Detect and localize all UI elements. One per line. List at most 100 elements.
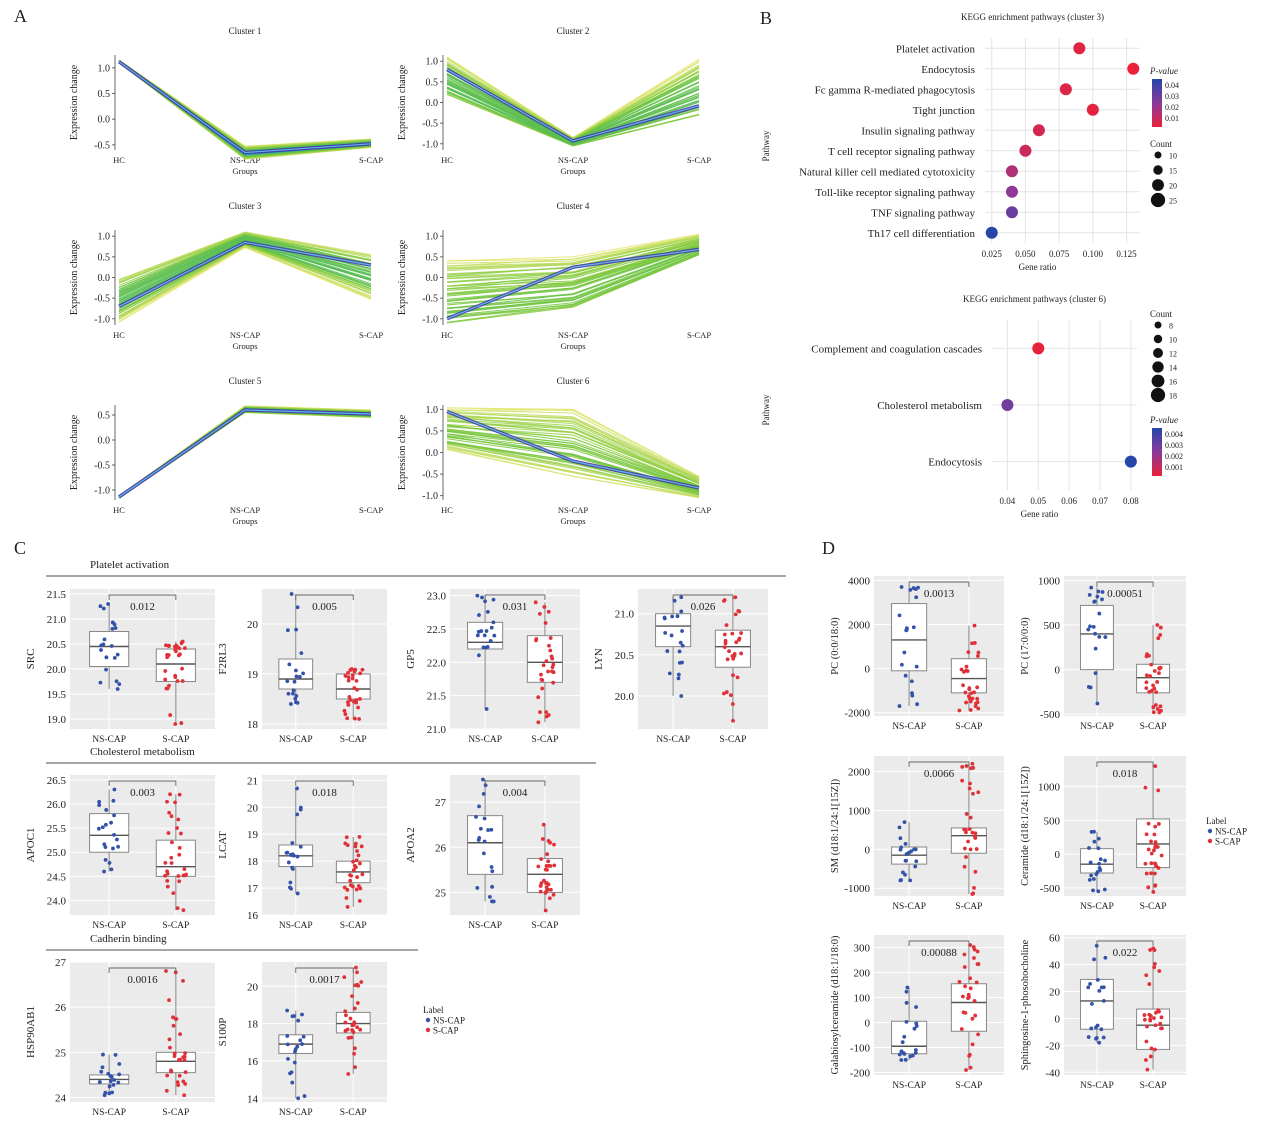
box-plot: 25 26 27 NS-CAP S-CAP 0.004 APOA2 <box>405 775 580 931</box>
data-point <box>289 886 293 891</box>
data-point <box>724 690 729 694</box>
data-point <box>543 908 548 913</box>
data-point <box>912 1026 917 1031</box>
data-point <box>964 812 969 816</box>
significance-bracket <box>908 940 970 946</box>
count-legend: Count 10 15 20 25 <box>1150 139 1177 208</box>
data-point <box>1086 1035 1091 1039</box>
data-point <box>481 777 485 782</box>
data-point <box>676 676 681 681</box>
data-point <box>182 1093 187 1098</box>
data-point <box>294 627 299 632</box>
y-tick-label: 24.5 <box>47 871 67 883</box>
data-point <box>347 695 352 699</box>
box-plot: -500 0 500 1000 NS-CAP S-CAP 0.018 Ceramide (d1… <box>1020 756 1186 912</box>
data-point <box>177 879 182 884</box>
y-tick-label: 22.0 <box>427 657 447 669</box>
data-point <box>182 867 187 872</box>
data-point <box>1149 1046 1154 1051</box>
cluster-line <box>446 244 700 297</box>
data-point <box>1151 710 1156 715</box>
cluster-line <box>446 250 700 313</box>
box <box>891 1020 928 1055</box>
x-tick-label: NS-CAP <box>558 505 589 515</box>
data-point <box>534 638 538 643</box>
y-tick-label: -0.5 <box>94 294 110 305</box>
data-point <box>173 644 177 649</box>
data-point <box>959 667 964 672</box>
cluster-line <box>118 408 372 498</box>
data-point <box>540 837 545 841</box>
data-point <box>973 834 977 839</box>
pathway-label: Cholesterol metabolism <box>877 400 982 412</box>
data-point <box>911 625 916 630</box>
data-point <box>1149 861 1154 866</box>
y-tick-label: 19 <box>247 669 259 681</box>
data-point <box>1144 680 1149 685</box>
y-tick-label: 21.0 <box>427 724 447 736</box>
data-point <box>169 814 174 819</box>
box <box>1079 978 1114 1030</box>
box <box>891 603 928 672</box>
data-point <box>970 1016 975 1021</box>
data-point <box>359 844 364 849</box>
cluster-line <box>118 410 372 499</box>
data-point <box>1152 965 1157 970</box>
box-plot: 14 16 18 20 NS-CAP S-CAP 0.0017 S100P <box>217 962 387 1118</box>
data-point <box>1148 1014 1153 1018</box>
data-point <box>966 650 971 654</box>
cluster-line <box>118 406 372 497</box>
data-point <box>1158 1021 1163 1026</box>
pvalue-legend-title: P-value <box>1149 415 1178 425</box>
count-legend-dot <box>1151 374 1165 388</box>
pathway-dot <box>1005 185 1018 198</box>
data-point <box>291 1014 296 1018</box>
data-point <box>477 653 481 658</box>
data-point <box>912 847 916 852</box>
data-point <box>1159 853 1164 858</box>
data-point <box>538 710 542 714</box>
data-point <box>550 656 555 661</box>
data-point <box>350 673 355 678</box>
cluster-line <box>118 405 372 497</box>
data-point <box>967 1052 972 1057</box>
data-point <box>354 887 359 892</box>
data-point <box>1144 1039 1149 1044</box>
data-point <box>181 1079 186 1084</box>
box-plot: 24 25 26 27 NS-CAP S-CAP 0.0016 HSP90AB1 <box>25 957 215 1118</box>
data-point <box>113 626 118 630</box>
x-axis-label: Groups <box>232 166 257 176</box>
x-axis-label: Groups <box>232 341 257 351</box>
data-point <box>968 699 973 704</box>
data-point <box>731 718 735 723</box>
data-point <box>348 698 353 702</box>
y-tick-label: 1.0 <box>426 232 439 243</box>
pathway-label: Th17 cell differentiation <box>868 228 976 240</box>
data-point <box>295 700 300 705</box>
x-tick-label: NS-CAP <box>279 735 313 745</box>
box-plot: 21.0 21.5 22.0 22.5 23.0 NS-CAP S-CAP 0.031 GP5 <box>405 589 580 745</box>
data-point <box>356 983 361 988</box>
data-point <box>166 831 171 835</box>
data-point <box>290 867 295 871</box>
data-point <box>487 895 492 899</box>
data-point <box>679 609 684 614</box>
data-point <box>722 691 726 696</box>
pathway-axis-label: Pathway <box>761 394 771 425</box>
cluster-line <box>446 448 700 498</box>
data-point <box>177 1057 181 1062</box>
y-tick-label: 18 <box>247 1019 259 1031</box>
box <box>155 839 196 877</box>
data-point <box>489 827 494 832</box>
data-point <box>98 680 103 685</box>
cluster-line <box>118 411 372 499</box>
data-point <box>342 708 347 713</box>
data-point <box>739 651 744 656</box>
cluster-line <box>446 250 700 315</box>
y-tick-label: 19.5 <box>47 689 67 701</box>
x-tick-label: NS-CAP <box>1080 722 1114 732</box>
data-point <box>488 639 493 643</box>
data-point <box>298 807 303 812</box>
pvalue-tick-label: 0.01 <box>1165 114 1179 123</box>
data-point <box>348 668 353 672</box>
